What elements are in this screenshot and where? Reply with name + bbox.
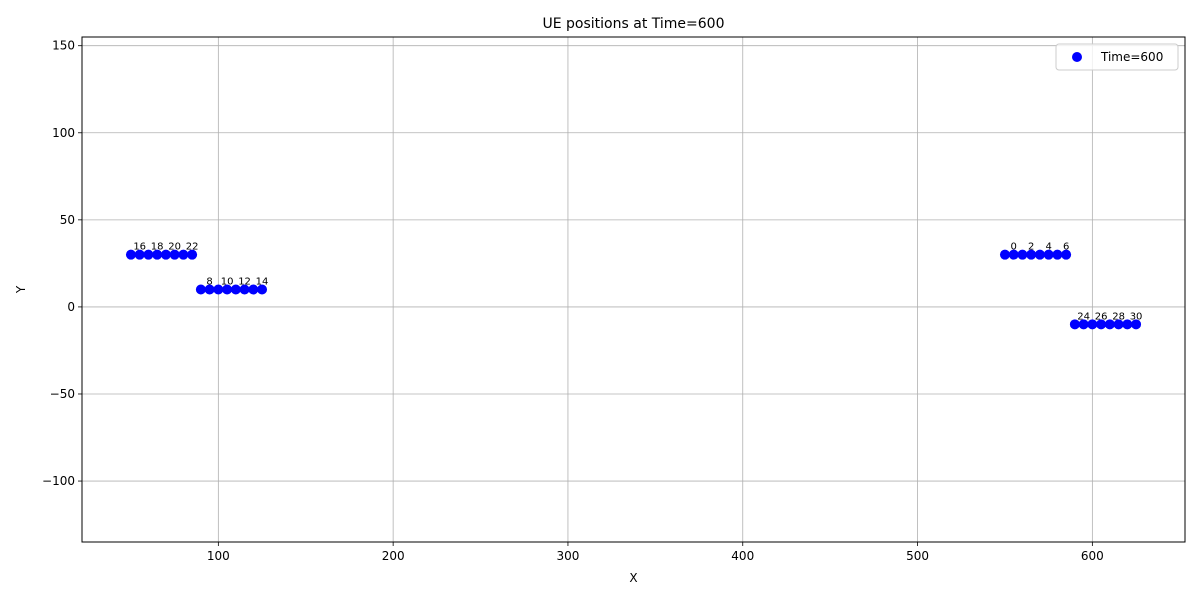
data-point-29 xyxy=(1113,319,1124,330)
data-point-6 xyxy=(1052,249,1063,260)
data-point-21 xyxy=(169,249,180,260)
point-label: 14 xyxy=(256,277,269,288)
data-point-8 xyxy=(195,284,206,295)
y-tick-label: 50 xyxy=(60,213,75,227)
point-label: 10 xyxy=(221,277,234,288)
chart-title: UE positions at Time=600 xyxy=(543,16,725,32)
data-point-31 xyxy=(1131,319,1142,330)
data-point-13 xyxy=(239,284,250,295)
data-point-9 xyxy=(204,284,215,295)
x-tick-label: 500 xyxy=(906,549,929,563)
y-tick-label: 0 xyxy=(67,300,75,314)
data-point-23 xyxy=(187,249,198,260)
data-point-18 xyxy=(143,249,154,260)
data-point-1 xyxy=(1008,249,1019,260)
data-point-14 xyxy=(248,284,259,295)
point-label: 6 xyxy=(1063,242,1069,253)
x-tick-label: 400 xyxy=(731,549,754,563)
point-label: 26 xyxy=(1095,311,1108,322)
data-point-19 xyxy=(152,249,163,260)
legend-label: Time=600 xyxy=(1100,50,1163,64)
data-point-0 xyxy=(999,249,1010,260)
grid xyxy=(82,37,1185,542)
data-point-28 xyxy=(1104,319,1115,330)
point-label: 28 xyxy=(1112,311,1125,322)
plot-area-frame xyxy=(81,36,1186,543)
data-point-5 xyxy=(1043,249,1054,260)
point-label: 22 xyxy=(186,242,199,253)
data-point-4 xyxy=(1034,249,1045,260)
data-point-24 xyxy=(1069,319,1080,330)
x-tick-label: 200 xyxy=(382,549,405,563)
data-point-20 xyxy=(160,249,171,260)
legend: Time=600 xyxy=(1055,43,1179,71)
point-label: 18 xyxy=(151,242,164,253)
legend-marker xyxy=(1072,52,1082,62)
point-label: 16 xyxy=(133,242,146,253)
data-point-15 xyxy=(257,284,268,295)
point-label: 2 xyxy=(1028,242,1034,253)
y-axis-label: Y xyxy=(14,285,28,294)
legend-box xyxy=(1055,43,1179,71)
data-points xyxy=(125,249,1142,330)
data-point-10 xyxy=(213,284,224,295)
point-label: 4 xyxy=(1045,242,1051,253)
data-point-16 xyxy=(125,249,136,260)
data-point-7 xyxy=(1061,249,1072,260)
point-label: 8 xyxy=(206,277,212,288)
x-tick-label: 600 xyxy=(1081,549,1104,563)
data-point-27 xyxy=(1096,319,1107,330)
x-axis-label: X xyxy=(629,571,637,585)
point-label: 0 xyxy=(1011,242,1017,253)
data-point-25 xyxy=(1078,319,1089,330)
x-tick-label: 300 xyxy=(556,549,579,563)
y-tick-label: −50 xyxy=(50,387,75,401)
data-point-17 xyxy=(134,249,145,260)
point-label: 20 xyxy=(168,242,181,253)
x-tick-label: 100 xyxy=(207,549,230,563)
data-point-11 xyxy=(222,284,233,295)
data-point-22 xyxy=(178,249,189,260)
point-label: 12 xyxy=(238,277,251,288)
point-label: 24 xyxy=(1077,311,1090,322)
y-tick-label: −100 xyxy=(42,474,75,488)
data-point-30 xyxy=(1122,319,1133,330)
y-tick-label: 100 xyxy=(52,126,75,140)
data-point-12 xyxy=(230,284,241,295)
data-point-26 xyxy=(1087,319,1098,330)
y-tick-label: 150 xyxy=(52,39,75,53)
point-label: 30 xyxy=(1130,311,1143,322)
data-point-3 xyxy=(1026,249,1037,260)
data-point-2 xyxy=(1017,249,1028,260)
